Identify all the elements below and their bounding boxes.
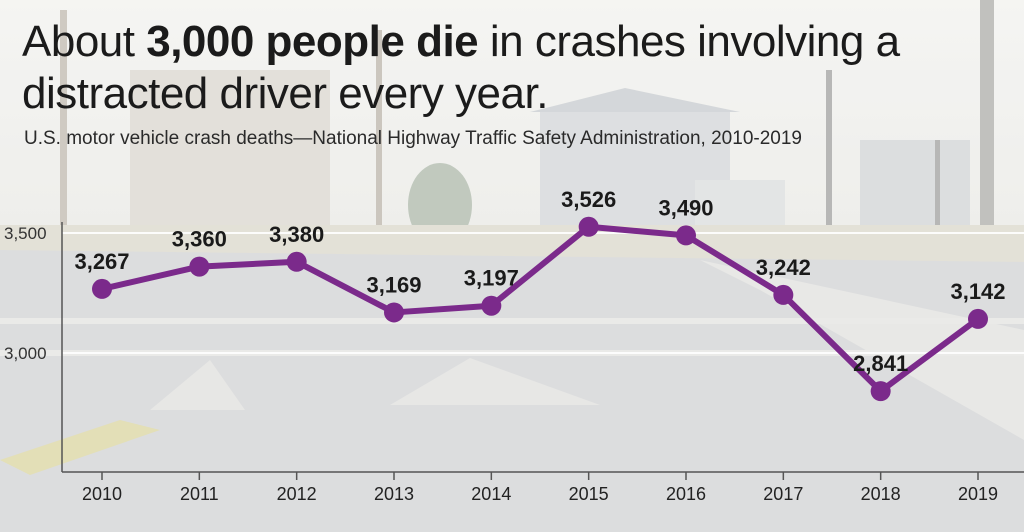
data-point-2015 [578,216,599,237]
data-point-2012 [286,251,307,272]
data-label-2010: 3,267 [74,249,129,274]
line-layer [99,223,981,395]
data-point-2010 [92,278,112,299]
x-tick-label: 2011 [180,484,219,504]
y-tick-label: 3,500 [4,224,47,243]
data-point-2016 [676,225,696,246]
data-label-2016: 3,490 [658,195,713,220]
x-tick-label: 2016 [666,484,706,504]
series-line [99,223,981,395]
x-tick-label: 2019 [958,484,998,504]
x-tick-label: 2010 [82,484,122,504]
data-label-2015: 3,526 [561,187,616,212]
x-tick-label: 2012 [277,484,317,504]
x-tick-label: 2014 [471,484,511,504]
data-label-2013: 3,169 [366,272,421,297]
data-label-2017: 3,242 [756,255,811,280]
data-label-2014: 3,197 [464,266,519,291]
headline-post: in crashes involving a distracted driver… [22,17,900,118]
grid-layer [62,232,1024,354]
data-point-2011 [189,256,210,277]
data-point-2017 [773,284,794,305]
data-point-2014 [481,295,502,316]
x-tick-label: 2018 [861,484,901,504]
point-layer [92,216,988,402]
data-label-2012: 3,380 [269,222,324,247]
data-point-2019 [968,308,988,329]
headline-bold: 3,000 people die [146,17,479,66]
headline: About 3,000 people die in crashes involv… [22,16,922,120]
headline-pre: About [22,17,147,66]
data-point-2013 [384,302,404,323]
data-point-2018 [870,381,891,402]
data-label-2018: 2,841 [853,351,908,376]
label-layer: 3,267 3,360 3,380 3,169 3,197 3,526 3,490 3,242… [74,187,1005,376]
x-tick-label: 2013 [374,484,414,504]
x-tick-label: 2017 [763,484,803,504]
axis-layer: 3,000 3,500 2010 2011 2012 2013 2014 2015 2016 20… [4,222,1024,504]
chart-subtitle: U.S. motor vehicle crash deaths—National… [24,128,802,149]
data-label-2011: 3,360 [172,227,227,252]
x-tick-label: 2015 [569,484,609,504]
y-tick-label: 3,000 [4,344,47,363]
data-label-2019: 3,142 [950,279,1005,304]
